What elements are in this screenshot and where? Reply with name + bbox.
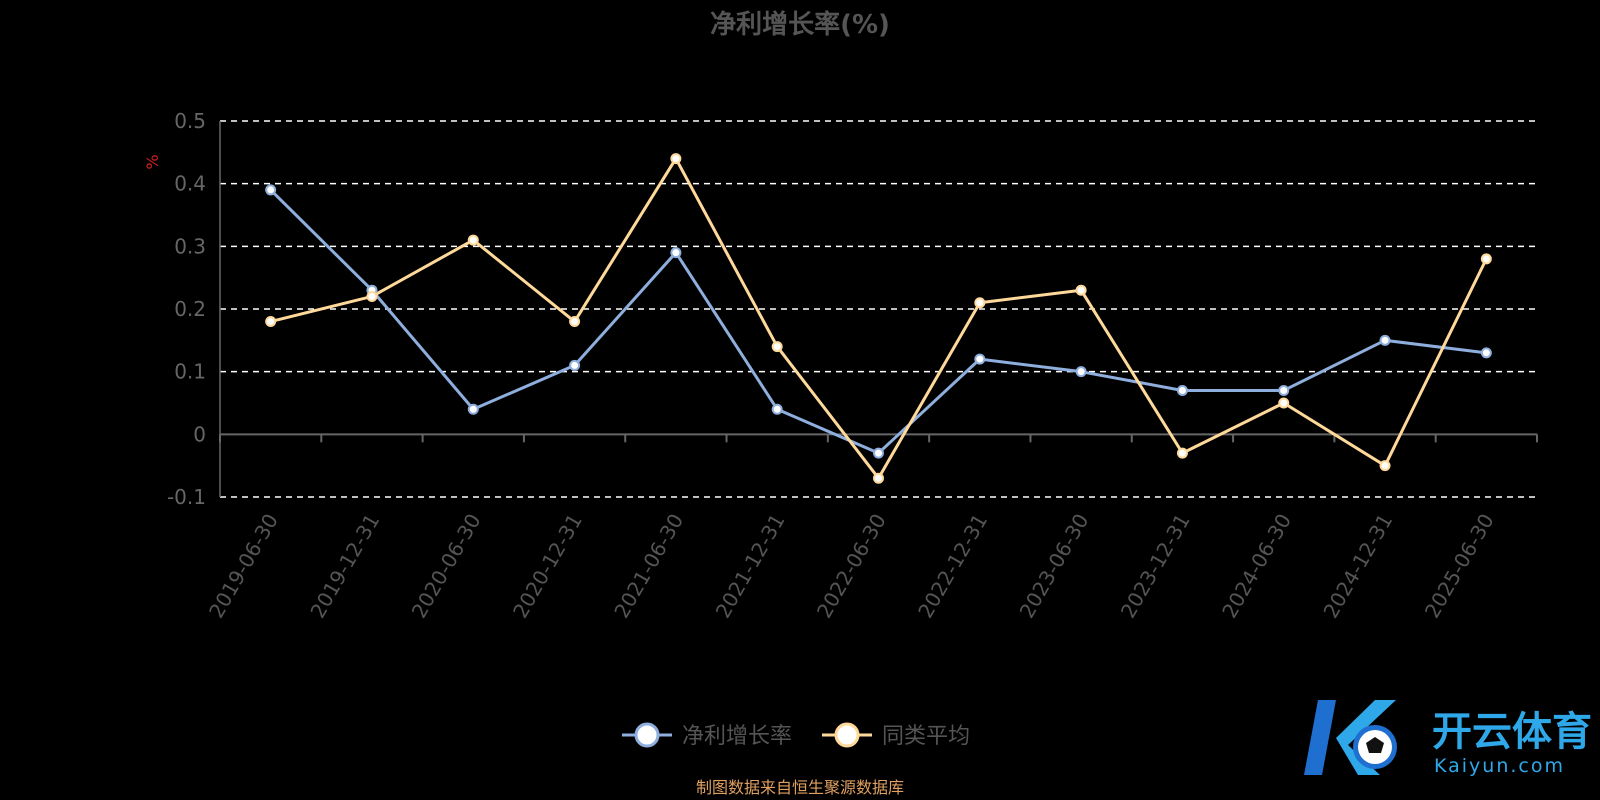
data-point-series-0[interactable]: [873, 447, 884, 459]
y-tick-label: 0.1: [174, 360, 206, 384]
y-tick-label: 0.4: [174, 172, 206, 196]
axes: [219, 121, 1538, 497]
legend-item-series-0[interactable]: 净利增长率: [622, 722, 792, 749]
grid-lines: [220, 120, 1537, 498]
data-point-series-0[interactable]: [1278, 384, 1290, 396]
legend-label-series-1: 同类平均: [882, 724, 970, 749]
brand-k-icon: [1304, 700, 1397, 775]
x-tick-label: 2019-12-31: [305, 510, 384, 623]
x-tick-label: 2024-06-30: [1217, 510, 1296, 623]
y-tick-label: -0.1: [167, 485, 206, 509]
x-tick-label: 2023-06-30: [1015, 510, 1094, 623]
data-point-series-0[interactable]: [771, 403, 783, 415]
data-point-series-1[interactable]: [1480, 253, 1492, 265]
chart-title: 净利增长率(%): [710, 9, 890, 40]
x-tick-label: 2019-06-30: [204, 510, 283, 623]
x-tick-labels: 2019-06-30 2019-12-31 2020-06-30 2020-12-31…: [204, 509, 1499, 622]
data-point-series-0[interactable]: [265, 184, 277, 196]
data-point-series-1[interactable]: [1176, 447, 1188, 459]
x-tick-label: 2020-06-30: [407, 510, 486, 623]
y-tick-labels: 0.5 0.4 0.3 0.2 0.1 0 -0.1: [167, 109, 206, 509]
x-tick-label: 2025-06-30: [1420, 510, 1499, 623]
series: [265, 153, 1492, 484]
y-tick-label: 0.2: [174, 297, 206, 321]
x-tick-label: 2020-12-31: [508, 510, 587, 623]
data-point-series-1[interactable]: [265, 316, 277, 328]
data-point-series-1[interactable]: [1075, 284, 1087, 296]
series-line-1: [270, 157, 1488, 480]
data-point-series-0[interactable]: [670, 247, 682, 259]
data-source-note: 制图数据来自恒生聚源数据库: [696, 778, 904, 797]
y-axis-label: %: [143, 154, 162, 169]
brand-logo: 开云体育 Kaiyun.com: [1304, 700, 1592, 777]
data-point-series-1[interactable]: [771, 341, 783, 353]
x-tick-label: 2023-12-31: [1116, 510, 1195, 623]
data-point-series-1[interactable]: [974, 297, 986, 309]
x-tick-label: 2022-12-31: [913, 509, 992, 622]
data-point-series-0[interactable]: [569, 359, 581, 371]
data-point-series-0[interactable]: [974, 353, 986, 365]
y-tick-label: 0: [193, 422, 206, 446]
data-point-series-1[interactable]: [670, 153, 682, 165]
data-point-series-1[interactable]: [1278, 397, 1290, 409]
legend[interactable]: 净利增长率 同类平均: [622, 722, 970, 749]
y-tick-label: 0.3: [174, 234, 206, 258]
data-point-series-1[interactable]: [1379, 460, 1391, 472]
legend-marker-series-0: [634, 722, 660, 748]
data-point-series-1[interactable]: [366, 290, 378, 302]
brand-name: 开云体育: [1432, 709, 1592, 755]
x-tick-label: 2024-12-31: [1318, 510, 1397, 623]
x-tick-label: 2021-06-30: [609, 510, 688, 623]
x-tick-label: 2021-12-31: [711, 510, 790, 623]
y-tick-label: 0.5: [174, 109, 206, 133]
data-point-series-1[interactable]: [873, 472, 884, 484]
data-point-series-0[interactable]: [1075, 366, 1087, 378]
legend-label-series-0: 净利增长率: [682, 724, 792, 749]
data-point-series-0[interactable]: [1379, 334, 1391, 346]
data-point-series-1[interactable]: [569, 316, 581, 328]
legend-marker-series-1: [834, 722, 860, 748]
series-line-0: [269, 188, 1487, 455]
data-point-series-0[interactable]: [467, 403, 479, 415]
data-point-series-0[interactable]: [1480, 347, 1492, 359]
data-point-series-0[interactable]: [1176, 384, 1188, 396]
brand-domain: Kaiyun.com: [1434, 755, 1565, 777]
x-tick-label: 2022-06-30: [812, 510, 891, 623]
data-point-series-1[interactable]: [467, 234, 479, 246]
legend-item-series-1[interactable]: 同类平均: [822, 722, 970, 749]
